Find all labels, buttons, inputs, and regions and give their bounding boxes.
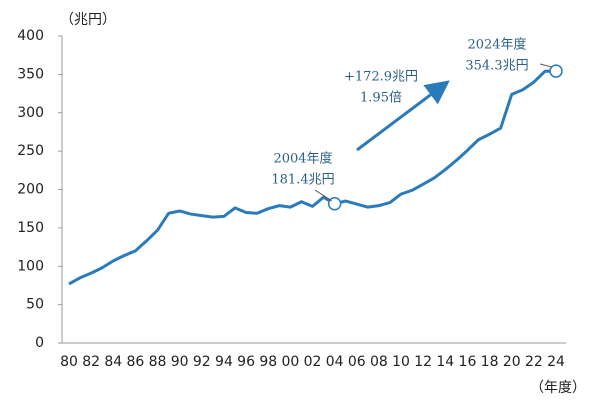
leader-line xyxy=(539,63,553,68)
y-tick-label: 50 xyxy=(26,297,44,313)
annotation-text: +172.9兆円 xyxy=(344,70,418,85)
y-tick-label: 0 xyxy=(35,335,44,351)
y-tick-label: 400 xyxy=(17,28,44,44)
x-tick-label: 94 xyxy=(215,354,233,370)
x-unit: （年度） xyxy=(530,380,586,396)
x-tick-label: 08 xyxy=(370,354,388,370)
y-tick-label: 250 xyxy=(17,143,44,159)
y-tick-label: 350 xyxy=(17,66,44,82)
annotation-text: 2004年度 xyxy=(273,151,332,167)
leader-line xyxy=(314,189,332,202)
y-tick-label: 150 xyxy=(17,220,44,236)
annotations: 2004年度 181.4兆円 2024年度 354.3兆円 +172.9兆円 1.95倍 xyxy=(271,37,528,188)
annotation-text: 354.3兆円 xyxy=(465,59,528,74)
x-tick-label: 22 xyxy=(525,354,543,370)
x-tick-label: 10 xyxy=(392,354,410,370)
x-tick-label: 04 xyxy=(326,354,344,370)
x-tick-label: 02 xyxy=(304,354,322,370)
y-tick-label: 200 xyxy=(17,182,44,198)
x-tick-label: 82 xyxy=(82,354,100,370)
annotation-text: 181.4兆円 xyxy=(271,173,334,188)
x-tick-label: 86 xyxy=(126,354,144,370)
x-tick-label: 00 xyxy=(281,354,299,370)
highlight-marker xyxy=(549,64,563,78)
x-tick-label: 88 xyxy=(149,354,167,370)
x-tick-label: 14 xyxy=(436,354,454,370)
x-tick-label: 84 xyxy=(104,354,122,370)
y-unit: （兆円） xyxy=(60,12,116,28)
x-tick-label: 96 xyxy=(237,354,255,370)
y-tick-label: 100 xyxy=(17,258,44,274)
x-tick-label: 16 xyxy=(459,354,477,370)
x-tick-label: 90 xyxy=(171,354,189,370)
x-tick-label: 98 xyxy=(259,354,277,370)
growth-arrow xyxy=(356,80,450,152)
x-tick-label: 18 xyxy=(481,354,499,370)
annotation-text: 1.95倍 xyxy=(360,91,402,106)
x-tick-label: 20 xyxy=(503,354,521,370)
data-line xyxy=(68,69,557,286)
annotation-text: 2024年度 xyxy=(467,37,526,53)
x-tick-label: 24 xyxy=(547,354,565,370)
x-tick-label: 80 xyxy=(60,354,78,370)
x-tick-label: 12 xyxy=(414,354,432,370)
y-tick-label: 300 xyxy=(17,105,44,121)
x-tick-label: 92 xyxy=(193,354,211,370)
x-tick-label: 06 xyxy=(348,354,366,370)
